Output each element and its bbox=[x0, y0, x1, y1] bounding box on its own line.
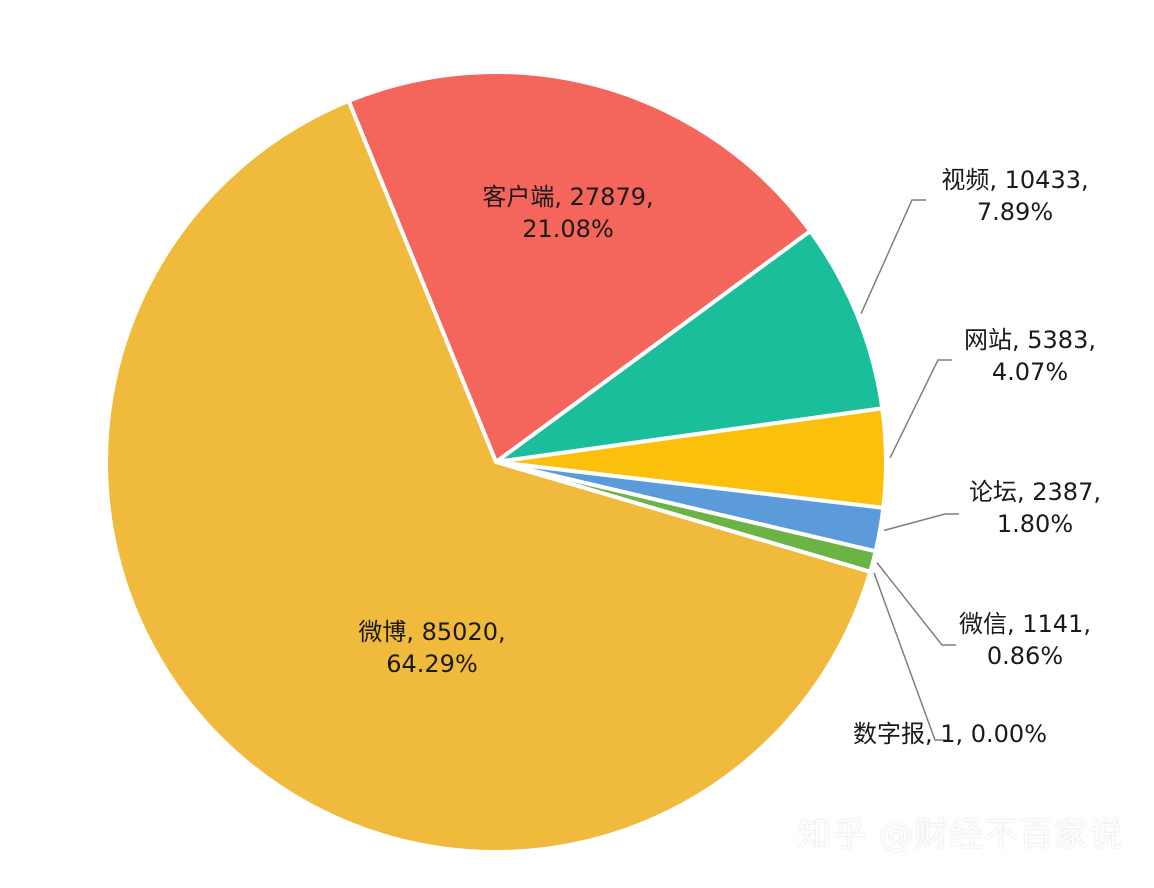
slices-layer bbox=[104, 70, 888, 854]
pie-slice-视频 bbox=[494, 229, 885, 464]
data-label-数字报: 数字报, 1, 0.00% bbox=[853, 720, 1047, 748]
pie-slice-微博 bbox=[104, 98, 873, 854]
data-label-网站: 网站, 5383, bbox=[964, 326, 1096, 354]
watermark: 知乎 @财经不百家说 bbox=[797, 815, 1124, 855]
data-label-percent-网站: 4.07% bbox=[992, 358, 1068, 386]
data-label-视频: 视频, 10433, bbox=[941, 166, 1088, 194]
data-label-percent-微信: 0.86% bbox=[987, 642, 1063, 670]
leader-line-数字报 bbox=[873, 572, 949, 741]
data-label-percent-客户端: 21.08% bbox=[522, 215, 614, 243]
labels-layer: 客户端, 27879, 21.08% 视频, 10433, 7.89% 网站, 5383… bbox=[358, 166, 1101, 748]
data-label-percent-论坛: 1.80% bbox=[997, 510, 1073, 538]
data-label-论坛: 论坛, 2387, bbox=[969, 478, 1101, 506]
data-label-客户端: 客户端, 27879, bbox=[482, 183, 653, 211]
leader-lines-layer bbox=[860, 199, 959, 741]
data-label-微信: 微信, 1141, bbox=[959, 610, 1091, 638]
leader-line-视频 bbox=[860, 199, 926, 315]
data-label-percent-微博: 64.29% bbox=[386, 650, 478, 678]
leader-line-论坛 bbox=[883, 513, 959, 532]
pie-slice-客户端 bbox=[346, 70, 813, 464]
leader-line-网站 bbox=[889, 359, 952, 459]
data-label-微博: 微博, 85020, bbox=[358, 618, 505, 646]
data-label-percent-视频: 7.89% bbox=[977, 198, 1053, 226]
leader-line-微信 bbox=[876, 562, 956, 646]
